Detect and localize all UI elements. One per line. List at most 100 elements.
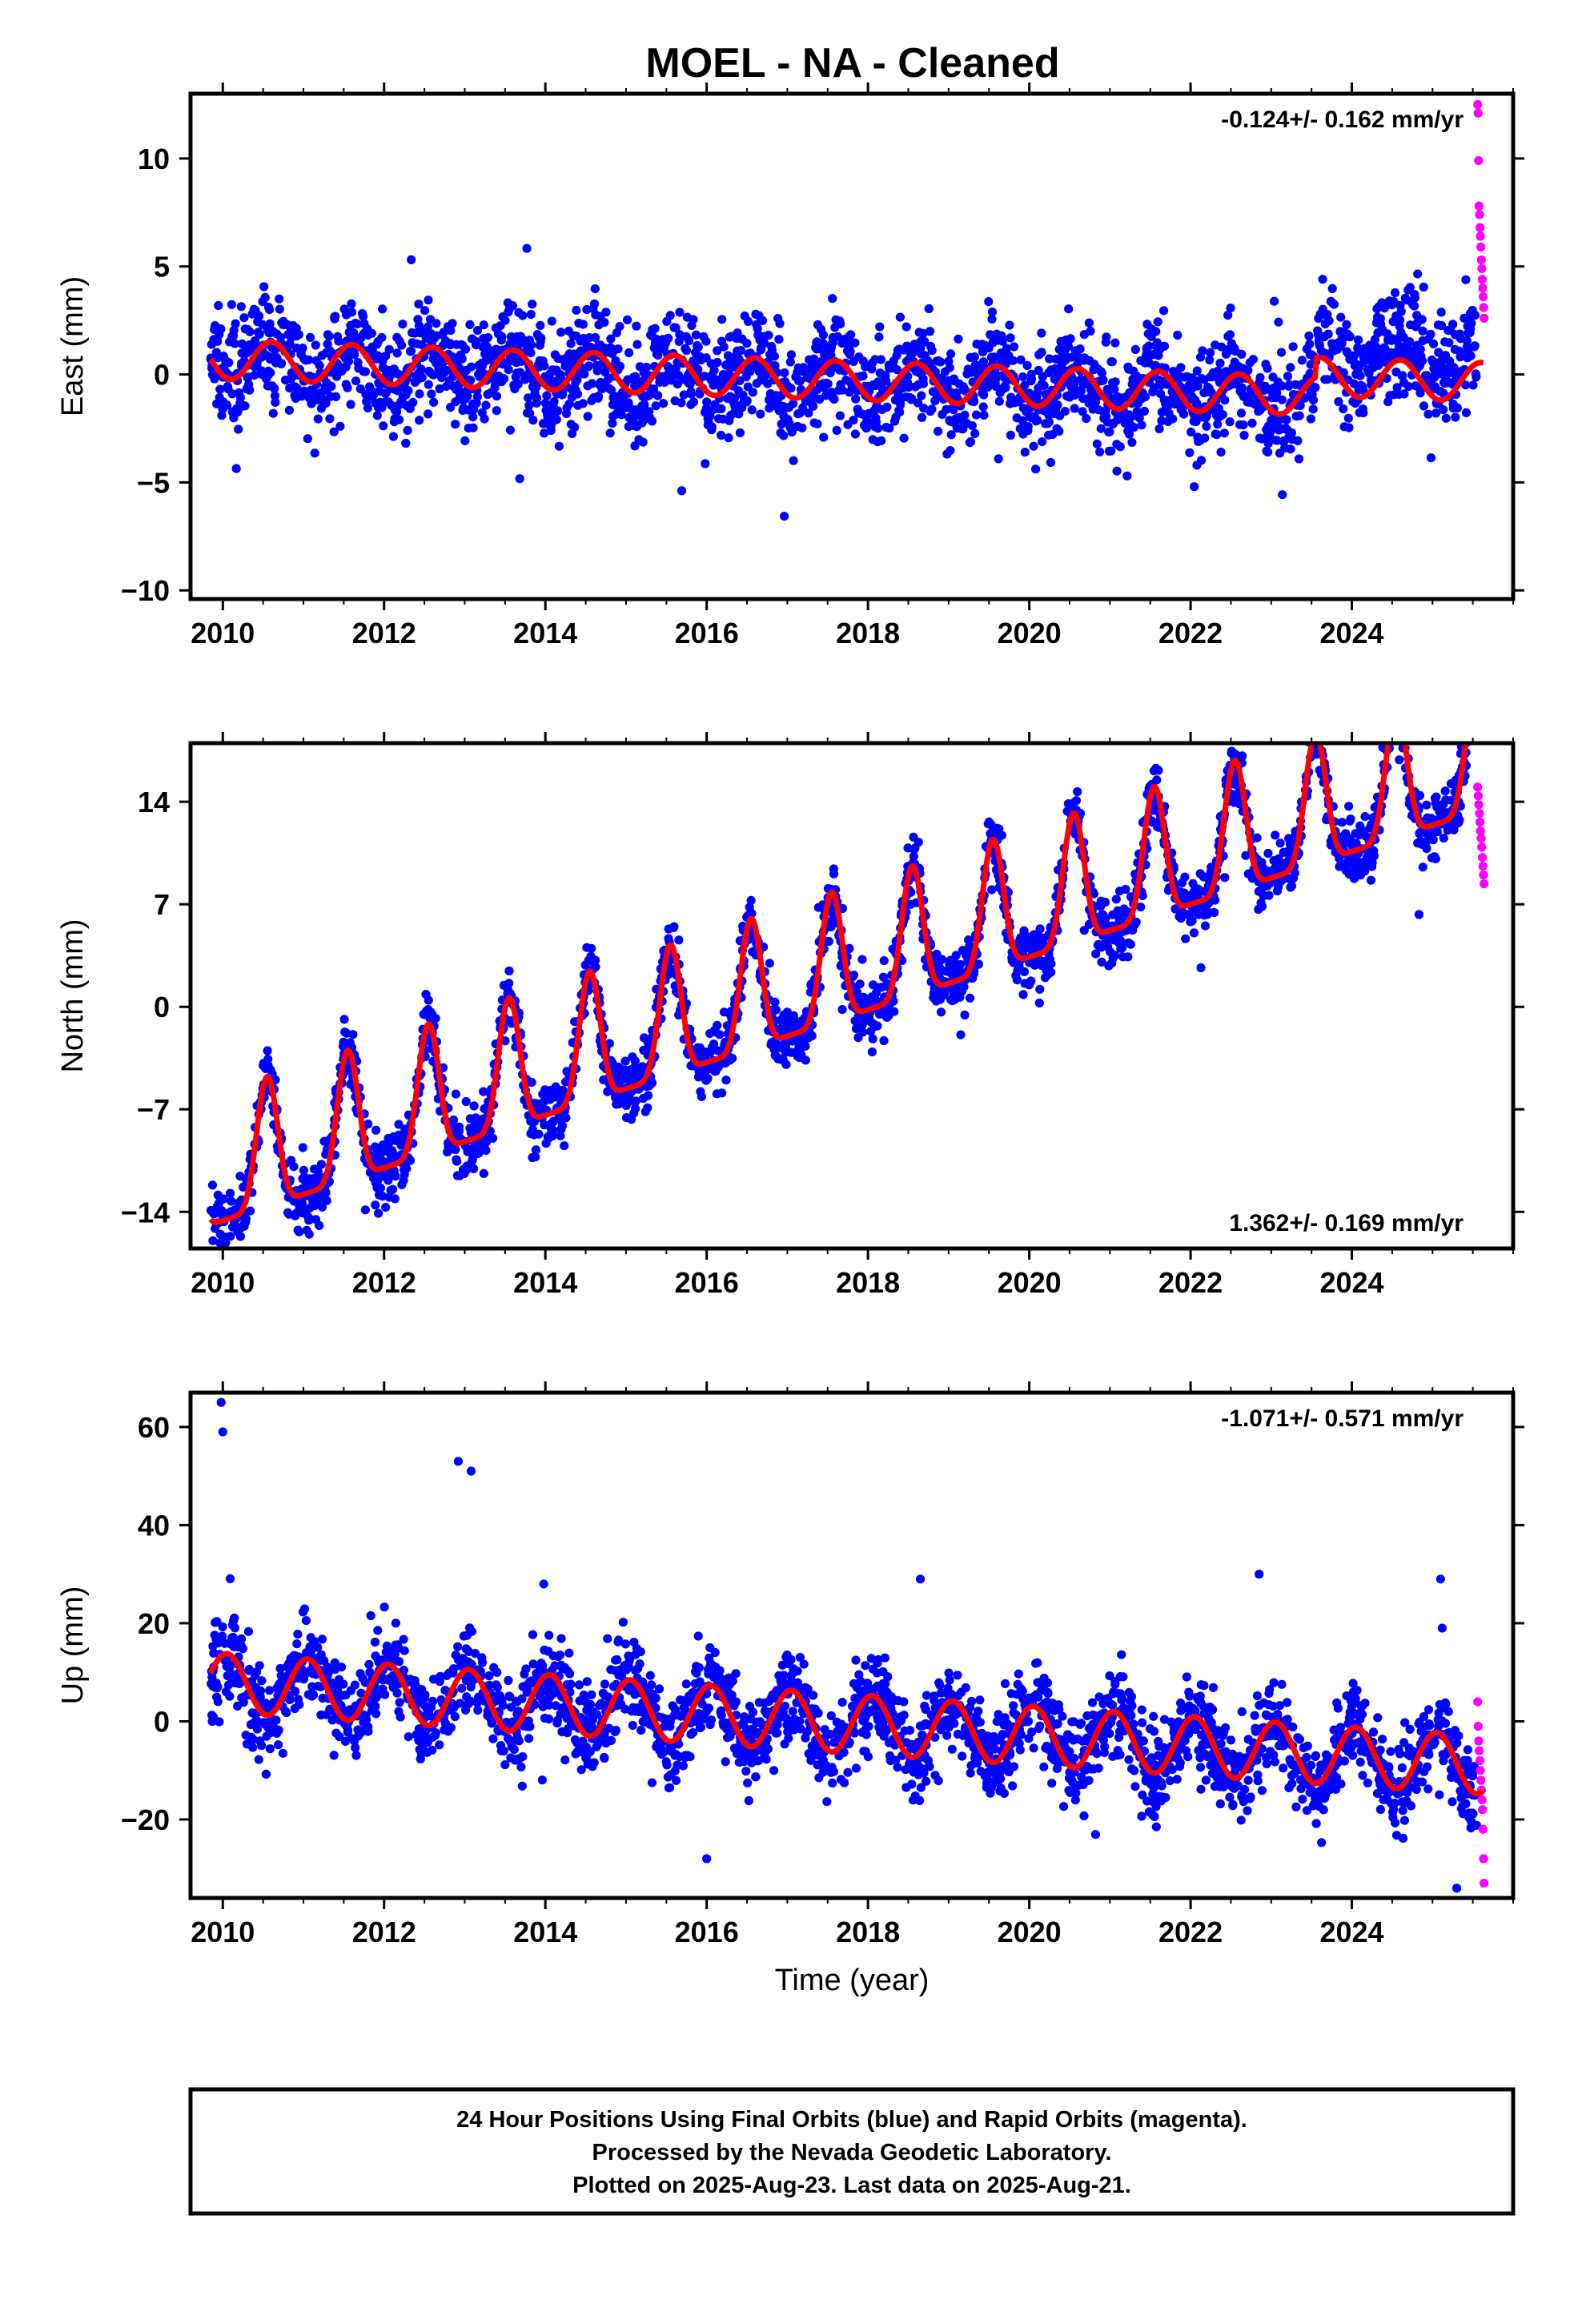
final-point — [682, 346, 692, 356]
rapid-point — [1478, 283, 1488, 293]
final-point — [1359, 408, 1368, 418]
final-point — [1255, 372, 1265, 382]
final-point — [781, 1059, 791, 1069]
final-point — [534, 1129, 544, 1139]
final-point — [717, 315, 727, 324]
final-point — [777, 419, 786, 429]
final-point — [1075, 344, 1085, 354]
final-point — [527, 1077, 536, 1088]
final-point — [1391, 288, 1400, 298]
final-point — [966, 993, 975, 1003]
final-point — [379, 421, 388, 431]
final-point — [335, 421, 345, 431]
final-point — [1312, 710, 1321, 719]
final-point — [415, 389, 424, 399]
final-point — [601, 308, 611, 317]
final-point — [451, 1089, 461, 1099]
final-point — [1419, 282, 1428, 292]
rapid-point — [1473, 108, 1483, 118]
final-point — [665, 311, 675, 320]
final-point — [913, 838, 923, 847]
final-point — [1189, 928, 1199, 938]
final-point — [424, 409, 433, 419]
final-point — [1018, 990, 1028, 999]
final-point — [946, 446, 955, 456]
final-point — [677, 398, 686, 408]
final-point — [746, 895, 756, 905]
final-point — [786, 384, 796, 393]
final-point — [1159, 306, 1169, 316]
final-point — [1236, 408, 1247, 418]
final-point — [315, 1220, 324, 1230]
final-point — [1448, 320, 1458, 329]
final-point — [967, 421, 977, 431]
final-point — [374, 1208, 383, 1218]
final-point — [377, 332, 387, 343]
final-point — [295, 1227, 304, 1236]
final-point — [236, 302, 246, 312]
final-point — [404, 386, 413, 396]
final-point — [1020, 380, 1030, 390]
plot-area — [206, 710, 1489, 1248]
final-point — [321, 398, 331, 408]
final-point — [1270, 296, 1279, 306]
plot-area — [206, 99, 1489, 521]
final-point — [604, 1039, 614, 1048]
final-point — [1031, 464, 1041, 474]
final-point — [311, 340, 320, 350]
final-point — [648, 384, 659, 394]
x-tick-label: 2018 — [836, 617, 900, 649]
final-point — [1349, 379, 1359, 388]
final-point — [547, 316, 556, 326]
final-point — [1236, 719, 1245, 728]
final-point — [689, 315, 698, 324]
final-point — [813, 419, 822, 428]
final-point — [1151, 327, 1161, 336]
final-point — [1215, 358, 1225, 368]
final-point — [998, 336, 1007, 346]
final-point — [901, 322, 911, 332]
final-point — [1035, 984, 1045, 994]
final-point — [1106, 446, 1116, 456]
final-point — [829, 394, 839, 404]
final-point — [578, 399, 588, 408]
final-point — [764, 331, 773, 340]
final-point — [1144, 341, 1154, 351]
final-point — [284, 405, 294, 415]
final-point — [858, 1027, 868, 1037]
rapid-point — [1476, 223, 1485, 232]
final-point — [255, 312, 264, 321]
final-point — [1154, 424, 1164, 434]
east-panel: 2010 2012 2014 2016 2018 2020 2022 2024−10−5051… — [56, 82, 1524, 649]
final-point — [448, 1115, 459, 1125]
final-point — [1334, 396, 1343, 407]
final-point — [1418, 326, 1427, 336]
final-point — [1305, 368, 1315, 378]
final-point — [624, 348, 634, 358]
final-point — [497, 332, 507, 342]
final-point — [246, 1206, 255, 1216]
final-point — [392, 386, 402, 396]
final-point — [1092, 439, 1102, 448]
rapid-point — [1479, 303, 1488, 312]
final-point — [1394, 341, 1404, 351]
final-point — [779, 431, 789, 440]
final-point — [214, 300, 223, 311]
final-point — [809, 401, 818, 411]
final-point — [1037, 348, 1046, 357]
final-point — [1070, 378, 1079, 388]
final-point — [1019, 967, 1030, 976]
final-point — [1018, 416, 1027, 426]
final-point — [835, 411, 845, 420]
final-point — [630, 1056, 640, 1066]
final-point — [795, 376, 805, 386]
final-point — [1336, 312, 1346, 322]
final-point — [1359, 385, 1368, 395]
rapid-point — [1479, 292, 1488, 302]
final-point — [640, 400, 649, 409]
final-point — [1311, 713, 1320, 722]
final-point — [994, 396, 1004, 406]
final-point — [1247, 418, 1257, 428]
final-point — [1313, 727, 1322, 736]
final-point — [889, 1007, 899, 1016]
